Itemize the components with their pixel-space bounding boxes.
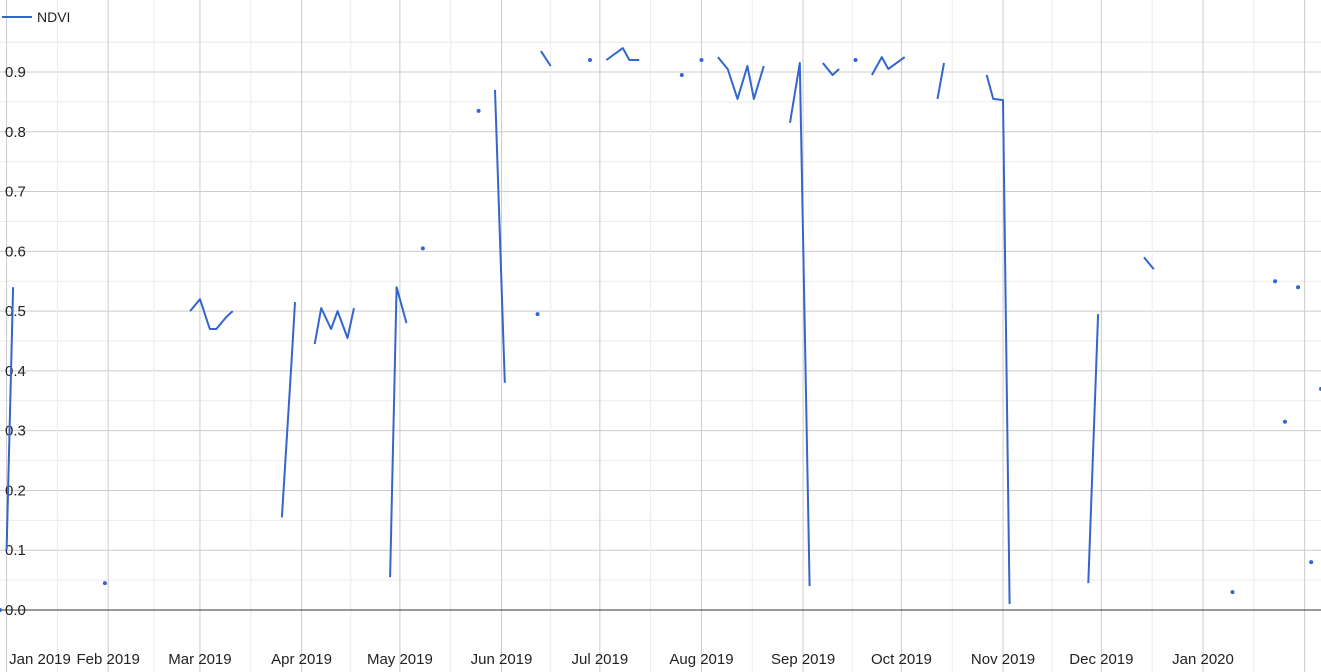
ndvi-series [0, 47, 1321, 612]
data-point [0, 608, 2, 612]
data-point [420, 246, 425, 251]
data-point [1230, 590, 1235, 595]
x-tick-label: Sep 2019 [771, 651, 835, 668]
x-tick-label: Mar 2019 [168, 651, 231, 668]
data-point [476, 108, 481, 113]
data-point [535, 312, 540, 317]
axis-labels: 0.0 0.1 0.2 0.3 0.4 0.5 0.6 0.7 0.8 0.9 Jan 2019 Fe… [5, 64, 1234, 668]
data-point [1296, 285, 1301, 290]
data-point [679, 72, 684, 77]
y-tick-label: 0.3 [5, 423, 26, 440]
x-tick-label: Jul 2019 [571, 651, 628, 668]
line-segment [540, 50, 552, 67]
line-segment [280, 302, 296, 518]
line-segment [1143, 256, 1155, 270]
x-tick-label: Oct 2019 [871, 651, 932, 668]
y-tick-label: 0.9 [5, 64, 26, 81]
x-tick-label: Dec 2019 [1069, 651, 1133, 668]
line-segment [936, 62, 945, 100]
line-segment [822, 62, 840, 76]
x-tick-label: Aug 2019 [669, 651, 733, 668]
line-segment [985, 74, 1011, 605]
data-point [1273, 279, 1278, 284]
data-point [699, 58, 704, 63]
line-segment [313, 307, 355, 345]
line-segment [389, 286, 408, 578]
line-segment [789, 62, 811, 587]
line-segment [1087, 314, 1100, 584]
data-point [853, 58, 858, 63]
y-tick-label: 0.0 [5, 602, 26, 619]
x-tick-label: Jan 2020 [1172, 651, 1234, 668]
line-segment [494, 89, 506, 383]
x-tick-label: Jun 2019 [471, 651, 533, 668]
y-tick-label: 0.1 [5, 542, 26, 559]
legend[interactable]: NDVI [2, 9, 70, 25]
x-tick-label: Nov 2019 [971, 651, 1035, 668]
data-point [102, 581, 107, 586]
x-tick-label: Jan 2019 [9, 651, 71, 668]
y-tick-label: 0.8 [5, 124, 26, 141]
y-tick-label: 0.4 [5, 363, 26, 380]
legend-label-ndvi: NDVI [37, 9, 70, 25]
line-segment [5, 287, 15, 551]
y-tick-label: 0.5 [5, 303, 26, 320]
line-segment [605, 47, 640, 61]
y-tick-label: 0.7 [5, 184, 26, 201]
y-tick-label: 0.6 [5, 243, 26, 260]
data-point [1282, 419, 1287, 424]
y-tick-label: 0.2 [5, 482, 26, 499]
line-segment [189, 298, 234, 330]
line-segment [871, 56, 906, 76]
line-segment [717, 56, 765, 100]
x-tick-label: Feb 2019 [76, 651, 139, 668]
data-point [1309, 560, 1314, 565]
x-tick-label: Apr 2019 [271, 651, 332, 668]
data-point [588, 58, 593, 63]
x-tick-label: May 2019 [367, 651, 433, 668]
